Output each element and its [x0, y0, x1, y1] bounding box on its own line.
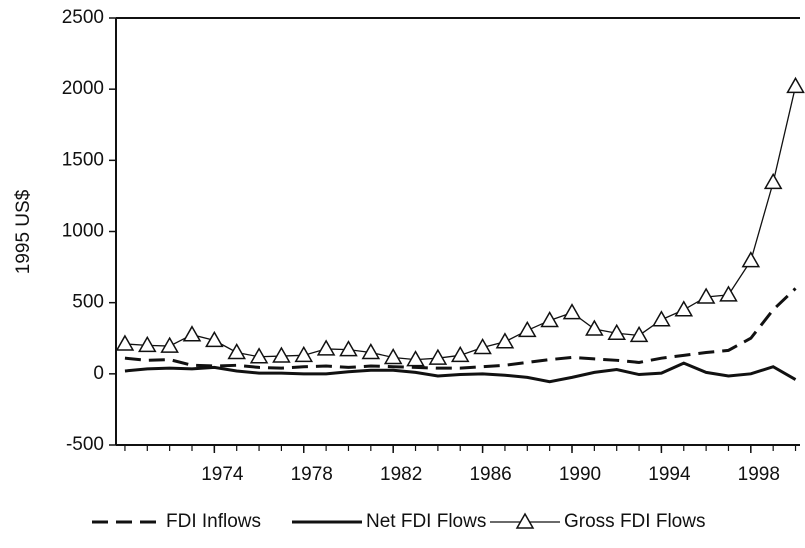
y-tick-label: 0 — [93, 363, 104, 384]
marker — [406, 350, 425, 367]
marker — [249, 347, 269, 364]
legend-label: FDI Inflows — [166, 511, 261, 532]
marker — [383, 347, 403, 365]
series-line — [124, 361, 797, 384]
marker — [138, 335, 157, 353]
marker — [629, 325, 649, 343]
marker — [205, 330, 224, 348]
x-tick-label: 1994 — [648, 464, 691, 485]
marker — [115, 334, 135, 351]
marker — [339, 340, 358, 357]
x-tick-label: 1974 — [201, 464, 244, 485]
y-axis-label: 1995 US$ — [13, 189, 34, 274]
marker — [495, 332, 515, 349]
marker — [428, 348, 448, 365]
marker — [473, 337, 492, 355]
y-tick-label: 1000 — [62, 221, 104, 242]
x-tick-label: 1998 — [738, 464, 780, 485]
x-tick-label: 1986 — [469, 464, 511, 485]
marker — [540, 310, 559, 328]
legend-label: Net FDI Flows — [366, 511, 486, 532]
marker — [294, 345, 314, 363]
marker — [719, 285, 738, 302]
marker — [182, 325, 202, 342]
marker — [786, 76, 805, 94]
marker — [652, 310, 671, 327]
marker — [607, 323, 626, 341]
series-line — [124, 86, 797, 361]
marker — [227, 342, 246, 360]
marker — [361, 342, 381, 360]
y-tick-label: 2000 — [62, 78, 104, 99]
marker — [741, 251, 761, 268]
marker — [272, 346, 291, 363]
marker — [763, 172, 783, 190]
y-tick-label: 500 — [72, 292, 104, 313]
x-tick-label: 1978 — [291, 464, 333, 485]
y-tick-label: -500 — [66, 434, 104, 455]
series-line — [124, 287, 797, 370]
x-tick-label: 1990 — [559, 464, 601, 485]
marker — [518, 320, 537, 338]
legend-label: Gross FDI Flows — [564, 511, 705, 532]
y-tick-label: 2500 — [62, 7, 104, 28]
marker — [316, 339, 336, 356]
y-tick-label: 1500 — [62, 149, 104, 170]
legend-marker — [515, 512, 535, 529]
marker — [562, 303, 582, 320]
marker — [450, 345, 470, 363]
x-tick-label: 1982 — [380, 464, 422, 485]
marker — [160, 336, 179, 353]
marker — [585, 319, 604, 336]
marker — [696, 287, 716, 304]
marker — [674, 300, 694, 317]
